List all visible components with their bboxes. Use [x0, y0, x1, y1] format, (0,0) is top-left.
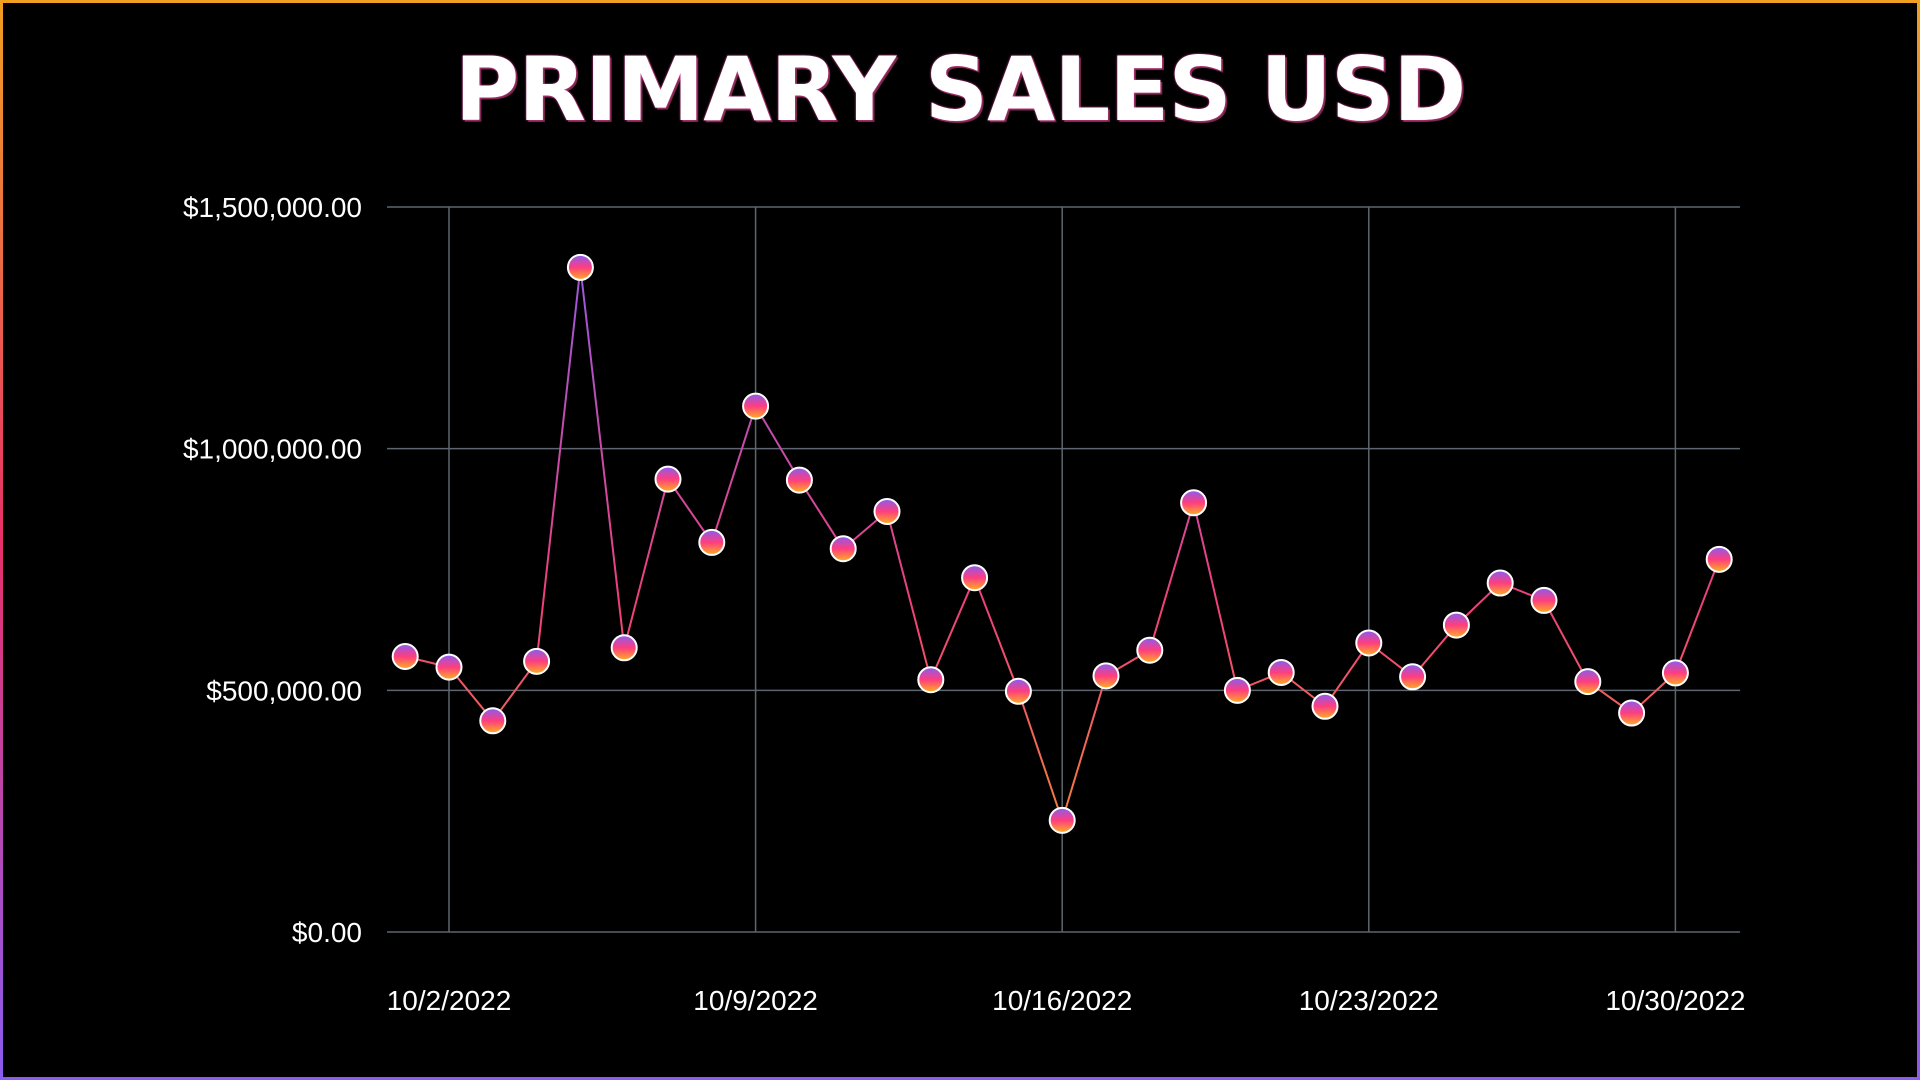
- data-point[interactable]: [523, 647, 551, 675]
- data-markers: [391, 253, 1733, 834]
- data-point[interactable]: [917, 666, 945, 694]
- data-point[interactable]: [479, 707, 507, 735]
- data-point[interactable]: [873, 498, 901, 525]
- data-point[interactable]: [1355, 629, 1383, 657]
- data-point[interactable]: [829, 535, 857, 563]
- axis-labels: $0.00 $500,000.00 $1,000,000.00 $1,500,000.…: [183, 192, 1746, 1016]
- data-point[interactable]: [1486, 569, 1514, 597]
- data-point[interactable]: [785, 466, 813, 494]
- x-tick-label: 10/23/2022: [1299, 985, 1439, 1016]
- y-tick-label: $0.00: [292, 917, 362, 948]
- x-tick-label: 10/30/2022: [1605, 985, 1745, 1016]
- data-point[interactable]: [742, 392, 770, 420]
- data-point[interactable]: [1267, 658, 1295, 686]
- x-tick-label: 10/16/2022: [992, 985, 1132, 1016]
- data-point[interactable]: [1048, 806, 1076, 834]
- data-point[interactable]: [566, 253, 594, 281]
- x-tick-label: 10/2/2022: [387, 985, 512, 1016]
- chart-title: PRIMARY SALES USD: [454, 38, 1467, 141]
- data-point[interactable]: [654, 465, 682, 493]
- data-point[interactable]: [1618, 699, 1646, 727]
- data-point[interactable]: [1311, 692, 1339, 720]
- data-point[interactable]: [435, 653, 463, 681]
- y-tick-label: $1,500,000.00: [183, 192, 362, 223]
- data-point[interactable]: [1004, 677, 1032, 705]
- data-point[interactable]: [1092, 662, 1120, 690]
- x-tick-label: 10/9/2022: [693, 985, 818, 1016]
- data-point[interactable]: [1180, 489, 1208, 517]
- data-point[interactable]: [610, 634, 638, 662]
- data-point[interactable]: [1661, 659, 1689, 687]
- data-point[interactable]: [1705, 545, 1733, 573]
- data-point[interactable]: [1136, 636, 1164, 664]
- data-point[interactable]: [1530, 586, 1558, 614]
- data-point[interactable]: [1399, 663, 1427, 691]
- data-point[interactable]: [1442, 611, 1470, 639]
- data-point[interactable]: [1574, 668, 1602, 696]
- y-tick-label: $1,000,000.00: [183, 434, 362, 465]
- y-tick-label: $500,000.00: [206, 675, 362, 706]
- data-point[interactable]: [698, 528, 726, 556]
- data-point[interactable]: [1223, 676, 1251, 704]
- data-point[interactable]: [961, 564, 989, 592]
- data-point[interactable]: [391, 643, 419, 670]
